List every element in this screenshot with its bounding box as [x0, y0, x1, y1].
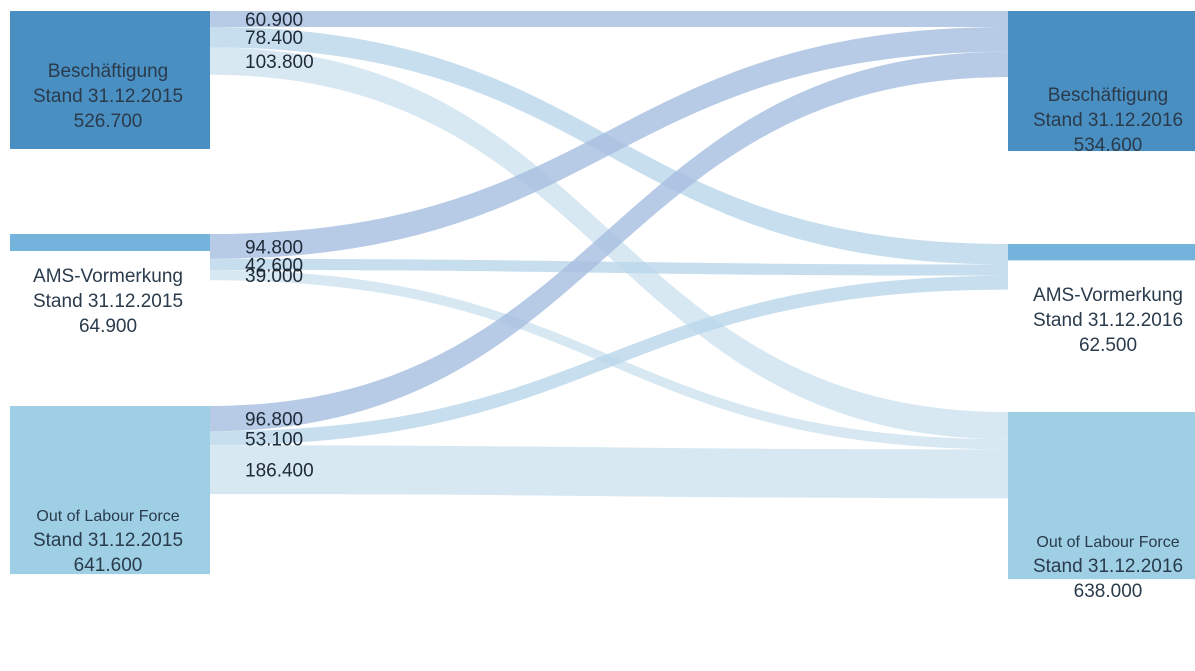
target-node-ams16: [1008, 244, 1195, 261]
source-label-emp15-date: Stand 31.12.2015: [33, 86, 183, 107]
flow-label-olf15-to-emp16: 96.800: [245, 410, 303, 431]
flow-ams15-to-ams16: [210, 258, 1008, 276]
source-label-olf15-date: Stand 31.12.2015: [33, 530, 183, 551]
source-label-olf15-value: 641.600: [74, 555, 143, 576]
flow-label-ams15-to-ams16: 42.600: [245, 255, 303, 276]
target-label-olf16-date: Stand 31.12.2016: [1033, 556, 1183, 577]
target-node-emp16: [1008, 11, 1195, 152]
source-node-emp15: [10, 11, 210, 149]
source-node-olf15: [10, 406, 210, 575]
flow-label-emp15-to-ams16: 78.400: [245, 28, 303, 49]
source-node-ams15: [10, 234, 210, 252]
source-label-ams15-value: 64.900: [79, 316, 137, 337]
flow-olf15-to-olf16: [210, 445, 1008, 499]
source-label-ams15-date: Stand 31.12.2015: [33, 291, 183, 312]
source-label-emp15-name: Beschäftigung: [48, 61, 168, 82]
flows-layer: [210, 11, 1008, 499]
target-label-emp16-date: Stand 31.12.2016: [1033, 110, 1183, 131]
target-label-ams16-name: AMS-Vormerkung: [1033, 285, 1183, 306]
target-label-ams16-date: Stand 31.12.2016: [1033, 310, 1183, 331]
flow-label-ams15-to-olf16: 39.000: [245, 266, 303, 287]
target-label-ams16-value: 62.500: [1079, 335, 1137, 356]
flow-olf15-to-ams16: [210, 275, 1008, 446]
flow-emp15-to-emp16: [210, 11, 1008, 27]
flow-ams15-to-emp16: [210, 26, 1008, 259]
source-label-olf15-name: Out of Labour Force: [36, 508, 179, 525]
flow-label-olf15-to-olf16: 186.400: [245, 461, 314, 482]
flow-label-ams15-to-emp16: 94.800: [245, 237, 303, 258]
target-label-emp16-value: 534.600: [1074, 135, 1143, 156]
flow-olf15-to-emp16: [210, 51, 1008, 432]
target-label-emp16-name: Beschäftigung: [1048, 85, 1168, 106]
flow-label-emp15-to-emp16: 60.900: [245, 10, 303, 31]
target-label-olf16-name: Out of Labour Force: [1036, 534, 1179, 551]
target-label-olf16-value: 638.000: [1074, 581, 1143, 602]
nodes-layer: [10, 11, 1195, 580]
target-node-olf16: [1008, 412, 1195, 580]
source-label-ams15-name: AMS-Vormerkung: [33, 266, 183, 287]
source-label-emp15-value: 526.700: [74, 111, 143, 132]
flow-label-emp15-to-olf16: 103.800: [245, 52, 314, 73]
flow-label-olf15-to-ams16: 53.100: [245, 429, 303, 450]
labels-layer: Beschäftigung Stand 31.12.2015 526.700 AMS-…: [33, 10, 1183, 602]
